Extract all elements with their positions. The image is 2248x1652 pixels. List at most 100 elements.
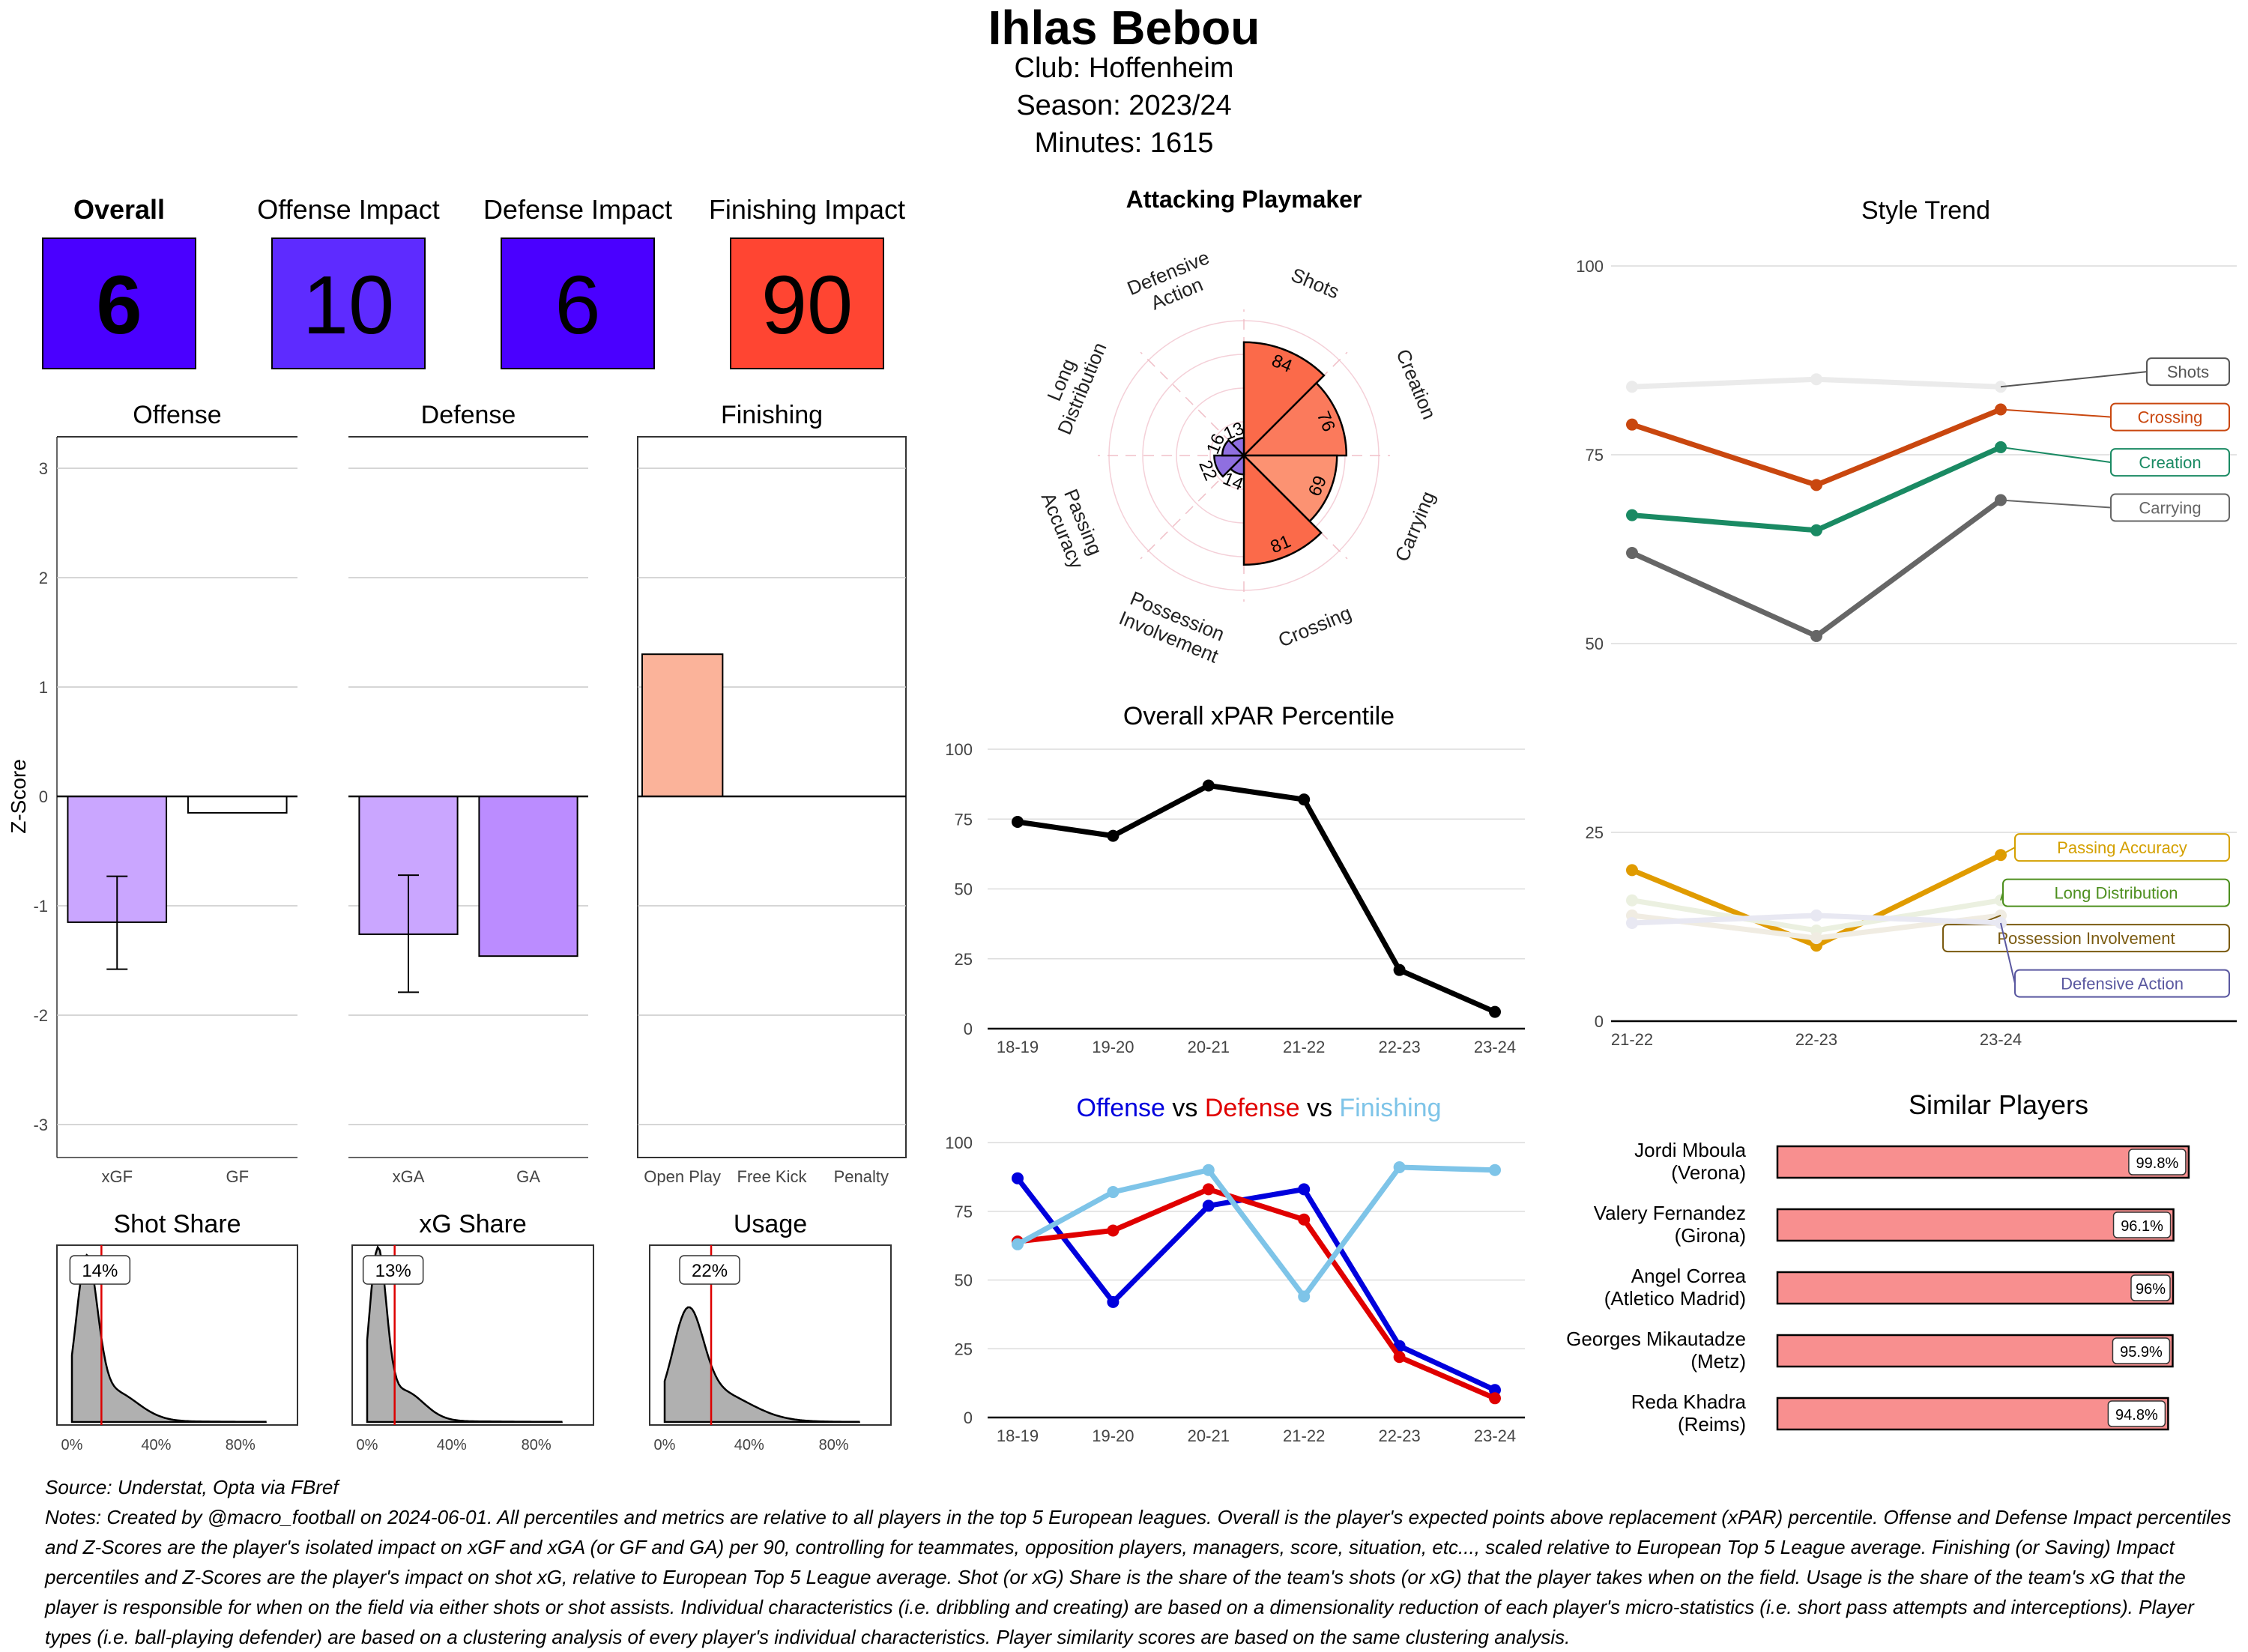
data-point xyxy=(1012,815,1024,828)
data-point xyxy=(1626,864,1638,877)
y-tick-label: 25 xyxy=(1586,823,1604,842)
y-tick-label: 100 xyxy=(945,740,973,759)
y-tick-label: 75 xyxy=(1586,446,1604,465)
series-label-box xyxy=(2146,357,2230,387)
series-label: Creation xyxy=(2139,453,2201,472)
polar-axis-label-line: Shots xyxy=(1288,263,1343,303)
data-point xyxy=(1012,1172,1024,1184)
data-point xyxy=(1810,629,1822,642)
y-tick-label: 75 xyxy=(955,1202,973,1221)
data-point xyxy=(1298,793,1311,806)
player-name-label: (Metz) xyxy=(1690,1350,1746,1373)
title-part: vs xyxy=(1165,1094,1205,1122)
impact-box xyxy=(271,237,426,369)
data-point xyxy=(1489,1164,1501,1176)
impact-value: 6 xyxy=(96,259,142,351)
impact-label: Offense Impact xyxy=(257,194,439,225)
density-panel: xG Share 13% 0% 40% 80% xyxy=(351,1210,594,1453)
y-tick-label: 2 xyxy=(39,569,48,587)
series-label-box xyxy=(2014,833,2230,862)
y-tick-label: 0 xyxy=(1595,1012,1604,1031)
chart-title: Overall xPAR Percentile xyxy=(1123,702,1395,730)
notes-block: Source: Understat, Opta via FBref Notes:… xyxy=(45,1472,2233,1652)
data-point xyxy=(1202,1183,1215,1196)
impact-box xyxy=(42,237,196,369)
polar-wedge xyxy=(1242,341,1326,459)
y-tick-label: 100 xyxy=(945,1134,973,1152)
minutes-line: Minutes: 1615 xyxy=(1034,127,1214,159)
series-label: Crossing xyxy=(2138,408,2203,427)
data-point xyxy=(1298,1213,1311,1226)
data-point xyxy=(1107,829,1120,842)
x-tick-label: 0% xyxy=(61,1437,83,1453)
x-tick-label: xGF xyxy=(101,1167,133,1186)
methodology-note: Notes: Created by @macro_football on 202… xyxy=(45,1506,2232,1648)
x-tick-label: 80% xyxy=(819,1437,849,1453)
panel-title: xG Share xyxy=(419,1210,527,1238)
similarity-badge xyxy=(2112,1211,2172,1238)
polar-spoke xyxy=(1140,351,1245,456)
data-point xyxy=(1810,524,1822,536)
x-tick-label: 21-22 xyxy=(1611,1030,1653,1049)
xpar-line-chart: 0 25 50 75 100 18-19 19-20 20-21 21-22 22-23 23-24… xyxy=(945,702,1525,1056)
series-label: Passing Accuracy xyxy=(2057,838,2187,857)
y-tick-label: 75 xyxy=(955,810,973,829)
series-label-box xyxy=(1942,924,2230,953)
series-label: Long Distribution xyxy=(2054,884,2178,903)
series-line xyxy=(1016,1164,1496,1299)
impact-value: 10 xyxy=(303,259,394,351)
y-tick-label: 50 xyxy=(1586,635,1604,653)
data-point xyxy=(1810,932,1822,945)
label-leader xyxy=(2000,499,2112,509)
marker-label: 13% xyxy=(375,1261,411,1281)
series-label: Defensive Action xyxy=(2061,975,2184,993)
zscore-bar xyxy=(478,796,578,957)
impact-label: Overall xyxy=(73,194,165,225)
player-name-label: (Verona) xyxy=(1671,1161,1746,1184)
club-line: Club: Hoffenheim xyxy=(1014,52,1234,84)
x-tick-label: 40% xyxy=(734,1437,764,1453)
similarity-label: 95.9% xyxy=(2120,1344,2163,1361)
data-point xyxy=(1626,381,1638,393)
polar-axis-label-line: Crossing xyxy=(1275,602,1354,652)
similarity-bar xyxy=(1776,1334,2174,1368)
y-tick-label: 50 xyxy=(955,880,973,899)
player-name-label: Jordi Mboula xyxy=(1634,1139,1746,1161)
player-name-label: Georges Mikautadze xyxy=(1566,1328,1746,1350)
y-tick-label: 0 xyxy=(39,787,48,806)
density-curve xyxy=(663,1306,860,1423)
player-name: Ihlas Bebou xyxy=(988,1,1260,55)
similarity-badge xyxy=(2107,1400,2166,1427)
chart-title: Offense vs Defense vs Finishing xyxy=(1077,1094,1442,1122)
impact-box xyxy=(730,237,884,369)
player-name-label: Valery Fernandez xyxy=(1594,1202,1746,1224)
player-name-label: Reda Khadra xyxy=(1631,1391,1747,1413)
x-tick-label: xGA xyxy=(393,1167,425,1186)
data-point xyxy=(1626,894,1638,907)
y-tick-label: 3 xyxy=(39,459,48,478)
x-tick-label: 80% xyxy=(226,1437,256,1453)
x-tick-label: GA xyxy=(516,1167,540,1186)
x-tick-label: 40% xyxy=(437,1437,467,1453)
series-line xyxy=(1017,783,1496,1014)
odf-line-chart: 0 25 50 75 100 18-19 19-20 20-21 21-22 22-23 23-24… xyxy=(945,1094,1525,1445)
data-point xyxy=(1626,509,1638,521)
x-tick-label: 18-19 xyxy=(997,1426,1039,1445)
player-name-label: Angel Correa xyxy=(1631,1265,1747,1287)
data-point xyxy=(1107,1186,1120,1199)
x-tick-label: 40% xyxy=(141,1437,171,1453)
player-name-label: (Atletico Madrid) xyxy=(1604,1287,1746,1310)
zscore-panel-defense: Defense xGA GA xyxy=(348,401,588,1186)
y-tick-label: 0 xyxy=(964,1409,973,1427)
density-curve xyxy=(366,1244,563,1423)
title-part: vs xyxy=(1300,1094,1340,1122)
marker-badge xyxy=(69,1255,131,1285)
x-tick-label: GF xyxy=(226,1167,249,1186)
data-point xyxy=(1298,1290,1311,1303)
similarity-bar xyxy=(1776,1397,2169,1431)
similarity-badge xyxy=(2112,1337,2171,1364)
data-point xyxy=(1107,1295,1120,1308)
polar-wedge xyxy=(1241,381,1348,457)
series-label: Carrying xyxy=(2139,499,2201,518)
